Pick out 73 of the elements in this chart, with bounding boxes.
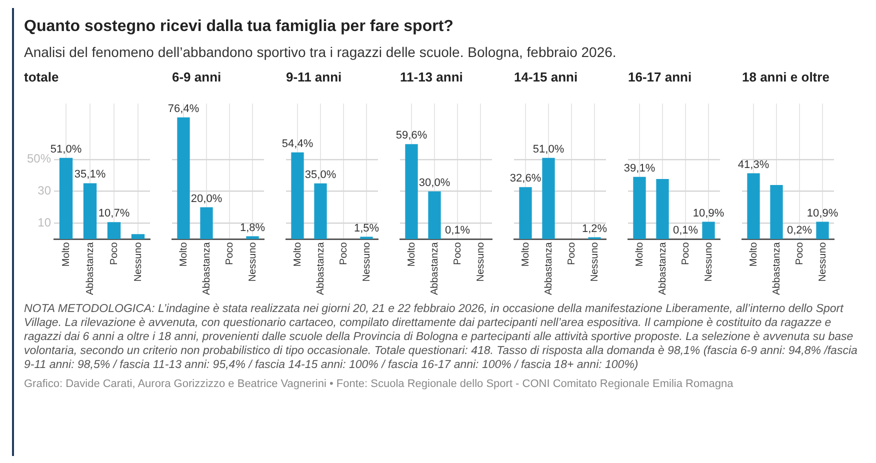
x-tick-label: Abbastanza [771,242,782,296]
data-label: 51,0% [532,143,564,156]
x-tick-label: Poco [108,242,120,265]
data-label: 32,6% [510,172,542,185]
x-tick-label: Abbastanza [543,242,554,296]
x-tick-label: Abbastanza [429,242,440,296]
chart-title: 11-13 anni [400,69,463,84]
bar [770,184,783,240]
text: Analisi del fenomeno dell’abbandono sportivo tra i ragazzi delle scuole. Bologna, febbraio 2026. [24,44,618,60]
chart-title: totale [24,69,59,84]
bar [656,179,669,240]
x-tick-label: Molto [406,242,418,267]
bar [83,183,97,240]
data-label: 1,5% [354,222,380,234]
x-tick-label: Poco [224,242,236,265]
x-tick-label: Molto [178,242,190,267]
bar [633,176,646,240]
x-tick-label: Nessuno [589,242,600,282]
data-label: 76,4% [168,102,200,115]
data-label: 0,1% [444,224,470,237]
text: Quanto sostegno ricevi dalla tua famiglia per fare sport? [24,18,454,36]
x-tick-label: Poco [680,242,692,265]
bar [107,222,121,240]
data-label: 35,1% [74,168,106,181]
x-tick-label: Nessuno [247,242,258,282]
chart-title: 18 anni e oltre [742,69,830,84]
chart-title: 14-15 anni [514,69,578,84]
y-tick-label: 10 [38,216,52,230]
x-tick-label: Nessuno [132,242,144,282]
x-tick-label: Poco [452,242,464,265]
bar [59,158,73,240]
text: NOTA METODOLOGICA: L’indagine è stata realizzata nei giorni 20, 21 e 22 febbraio 2026, in occasione della manifestazione Liberamente, all’interno dello Sport Village. La rilevazione è avvenuta, con questionario cartaceo, compilato direttamente dai partecipanti nell’area espositiva. Il campione è costituito da ragazze e ragazzi dai 6 anni a oltre i 18 anni, provenienti dalle scuole della Provincia di Bologna e partecipanti alle attività sportive proposte. La selezione è avvenuta su base volontaria, secondo un criterio non probabilistico di tipo occasionale. Totale questionari: 418. Tasso di risposta alla domanda è 98,1% (fascia 6-9 anni: 94,8% /fascia 9-11 anni: 98,5% / fascia 11-13 anni: 95,4% / fascia 14-15 anni: 100% / fascia 16-17 anni: 100% / fascia 18+ anni: 100%) [24,302,858,372]
x-tick-label: Poco [566,242,578,265]
text: Grafico: Davide Carati, Aurora Gorizzizzo e Beatrice Vagnerini • Fonte: Scuola Regionale dello Sport - CONI Comitato Regionale Emilia Romagna [24,377,734,391]
data-label: 10,9% [806,207,838,220]
x-tick-label: Abbastanza [201,242,212,296]
data-label: 1,8% [240,222,266,234]
x-tick-label: Molto [634,242,646,267]
y-tick-label: 50% [26,152,52,166]
data-label: 0,1% [672,224,698,237]
data-label: 54,4% [282,138,314,150]
data-label: 20,0% [190,192,222,205]
x-tick-label: Abbastanza [657,242,668,296]
y-tick-label: 30 [38,184,52,198]
x-tick-label: Poco [338,242,350,265]
x-tick-label: Poco [794,242,806,265]
data-label: 0,2% [786,224,812,236]
x-tick-label: Nessuno [817,242,828,282]
data-label: 35,0% [304,168,336,181]
bar [747,173,760,240]
x-tick-label: Molto [60,242,72,267]
data-label: 10,9% [692,207,724,220]
x-tick-label: Abbastanza [315,242,326,296]
bar [702,222,715,240]
x-tick-label: Nessuno [703,242,714,282]
x-tick-label: Nessuno [361,242,372,282]
x-tick-label: Molto [292,242,304,267]
data-label: 1,2% [582,222,608,235]
chart-title: 16-17 anni [628,69,692,84]
data-label: 39,1% [624,162,656,174]
x-tick-label: Nessuno [475,242,486,282]
data-label: 41,3% [738,158,770,171]
chart-title: 6-9 anni [172,69,222,84]
data-label: 51,0% [50,143,82,156]
x-tick-label: Molto [748,242,760,267]
chart-title: 9-11 anni [286,69,342,84]
bar [816,222,829,240]
bar [131,234,145,240]
data-label: 30,0% [418,176,450,189]
data-label: 59,6% [396,130,428,142]
x-tick-label: Molto [520,242,532,267]
x-tick-label: Abbastanza [84,242,96,296]
data-label: 10,7% [98,208,130,220]
